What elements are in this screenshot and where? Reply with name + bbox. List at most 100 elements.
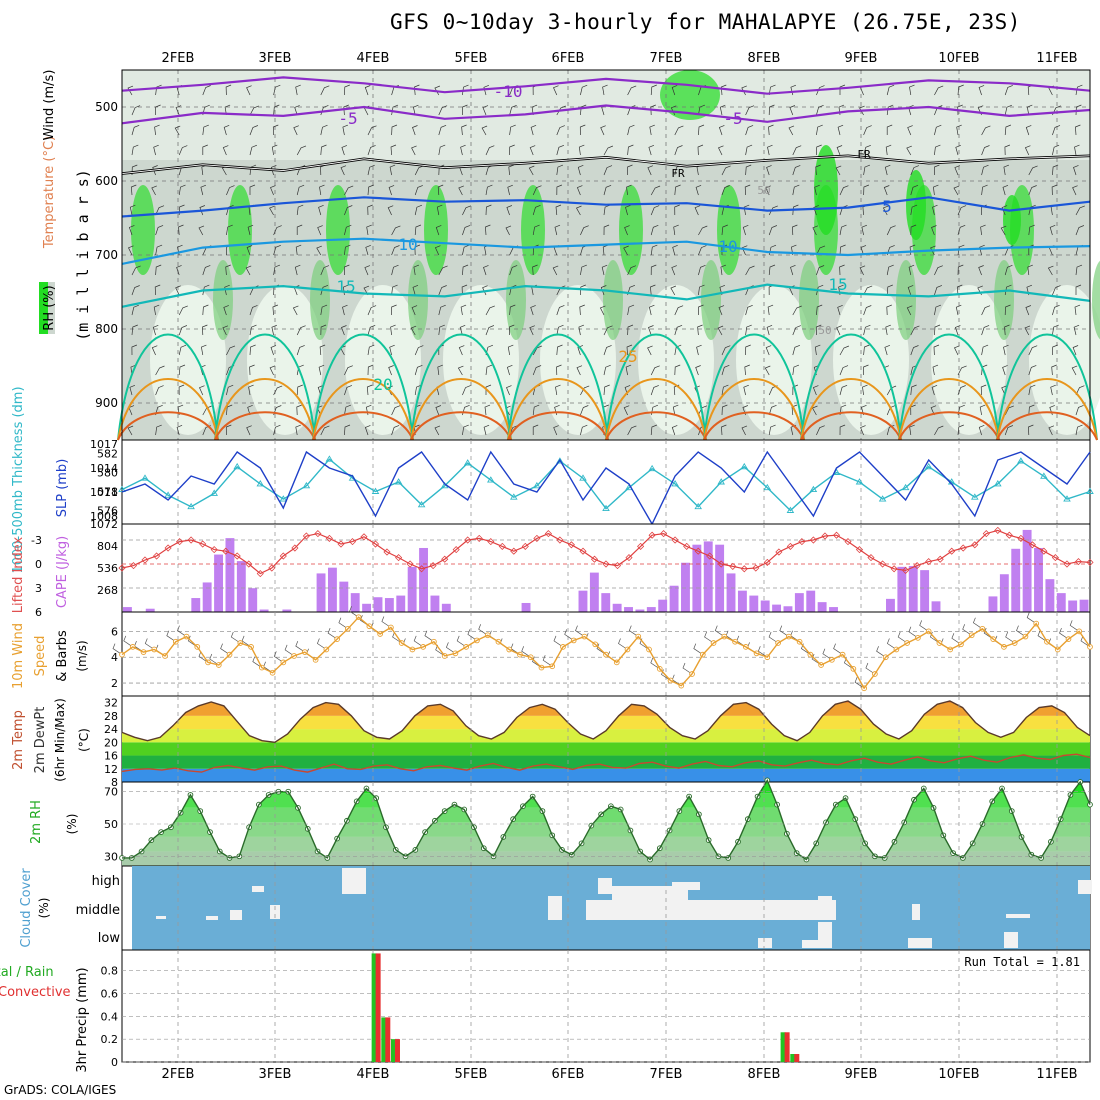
wind-barb bbox=[957, 84, 964, 96]
wind-barb bbox=[863, 344, 870, 356]
surface-wind-barb bbox=[886, 638, 897, 650]
top-day-label: 8FEB bbox=[748, 51, 781, 66]
rh-band bbox=[122, 822, 1090, 837]
wind-barb bbox=[222, 325, 229, 336]
rh-moist-blob bbox=[619, 185, 643, 275]
wind-barb bbox=[528, 165, 535, 176]
wind-barb bbox=[721, 404, 728, 416]
surface-isotherm bbox=[800, 333, 902, 441]
wind-barb bbox=[1004, 124, 1012, 136]
wind-barb bbox=[127, 85, 134, 96]
wind-barb bbox=[319, 344, 326, 356]
cape-bar bbox=[1045, 579, 1055, 612]
wind-barb bbox=[745, 164, 752, 176]
wind-barb bbox=[414, 345, 424, 356]
surface-wind-barb bbox=[381, 616, 392, 628]
top-day-label: 5FEB bbox=[455, 51, 488, 66]
wind-barb bbox=[957, 385, 966, 396]
cloud-tick: middle bbox=[76, 903, 120, 918]
wind-barb bbox=[529, 325, 535, 336]
wind-barb bbox=[603, 165, 613, 176]
cape-bar bbox=[1011, 548, 1021, 612]
wind-barb bbox=[342, 124, 349, 136]
wind-barb bbox=[202, 265, 211, 276]
wind-barb bbox=[721, 345, 731, 356]
cape-bar bbox=[578, 590, 588, 612]
cloud-tick: low bbox=[98, 931, 121, 946]
rh-moist-blob bbox=[228, 185, 252, 275]
wind-barb bbox=[556, 125, 565, 136]
wind-barb bbox=[434, 245, 441, 256]
wind-barb bbox=[953, 185, 960, 196]
wind-barb bbox=[226, 345, 236, 356]
top-day-label: 2FEB bbox=[162, 51, 195, 66]
wind-barb bbox=[768, 84, 776, 96]
wind-barb bbox=[438, 304, 446, 316]
surface-isotherm bbox=[312, 411, 414, 441]
wind-barb bbox=[483, 424, 490, 436]
wind-barb bbox=[650, 244, 658, 256]
slp-panel-frame bbox=[121, 439, 1091, 525]
wind-barb bbox=[1072, 345, 1079, 356]
isotherm-label: 50 bbox=[818, 324, 831, 337]
wind-barb bbox=[745, 125, 754, 136]
top-day-label: 10FEB bbox=[938, 51, 979, 66]
wind-ylabel-3: & Barbs bbox=[55, 630, 70, 682]
wind-barb bbox=[367, 344, 375, 356]
wind-barb bbox=[387, 205, 394, 216]
wind-barb bbox=[155, 365, 165, 376]
wind-barb bbox=[718, 305, 725, 316]
wind-barb bbox=[178, 344, 187, 356]
wind-barb bbox=[957, 104, 963, 116]
wind-barb bbox=[625, 364, 632, 376]
wind-barb bbox=[178, 325, 188, 336]
wind-barb bbox=[981, 344, 989, 356]
wind-barb bbox=[413, 264, 420, 276]
wind-barb bbox=[979, 404, 986, 416]
cape-bar bbox=[1056, 593, 1066, 612]
wind-barb bbox=[910, 345, 919, 356]
wind-barb bbox=[886, 424, 895, 436]
wind-barb bbox=[698, 245, 707, 256]
cape-tick: 536 bbox=[97, 562, 118, 575]
wind-barb bbox=[741, 85, 747, 96]
wind-barb bbox=[1051, 364, 1057, 376]
precip-tick: 0.8 bbox=[101, 965, 119, 978]
wind-barb bbox=[1004, 284, 1012, 296]
cape-bar bbox=[920, 570, 930, 612]
surface-isotherm bbox=[214, 333, 316, 441]
wind-barb bbox=[178, 184, 186, 196]
wind-barb bbox=[555, 204, 562, 216]
wind-barb bbox=[674, 204, 680, 216]
wind-barb bbox=[320, 85, 330, 96]
wind-barb bbox=[320, 324, 327, 336]
wind-barb bbox=[885, 144, 892, 156]
wind-barb bbox=[249, 364, 255, 376]
wind-barb bbox=[603, 325, 613, 336]
li-ylabel: Lifted Index bbox=[11, 536, 26, 613]
isotherm-15 bbox=[121, 283, 1091, 308]
wind-barb bbox=[273, 385, 283, 396]
cape-bar bbox=[521, 602, 531, 612]
cloud-cell bbox=[342, 868, 366, 894]
wind-barb bbox=[815, 324, 822, 336]
wind-barb bbox=[295, 244, 302, 256]
surface-isotherm bbox=[214, 377, 316, 441]
wind-barb bbox=[816, 245, 826, 256]
wind-barb bbox=[627, 265, 637, 276]
thickness-line bbox=[121, 458, 1091, 512]
surface-wind-barb bbox=[284, 644, 295, 657]
wind-barb bbox=[225, 84, 232, 96]
cape-bar bbox=[897, 566, 907, 612]
wind-barb bbox=[1052, 285, 1061, 296]
wind-barb bbox=[694, 205, 701, 216]
wind-tick: 2 bbox=[111, 677, 118, 690]
li-tick: -3 bbox=[31, 534, 42, 547]
wind-barb bbox=[744, 364, 750, 376]
wind-barb bbox=[176, 265, 182, 276]
cape-bar bbox=[396, 595, 406, 612]
wind-barb bbox=[813, 205, 819, 216]
bottom-day-label: 4FEB bbox=[357, 1067, 390, 1082]
wind-barb bbox=[981, 145, 990, 156]
wind-barb bbox=[556, 344, 563, 356]
